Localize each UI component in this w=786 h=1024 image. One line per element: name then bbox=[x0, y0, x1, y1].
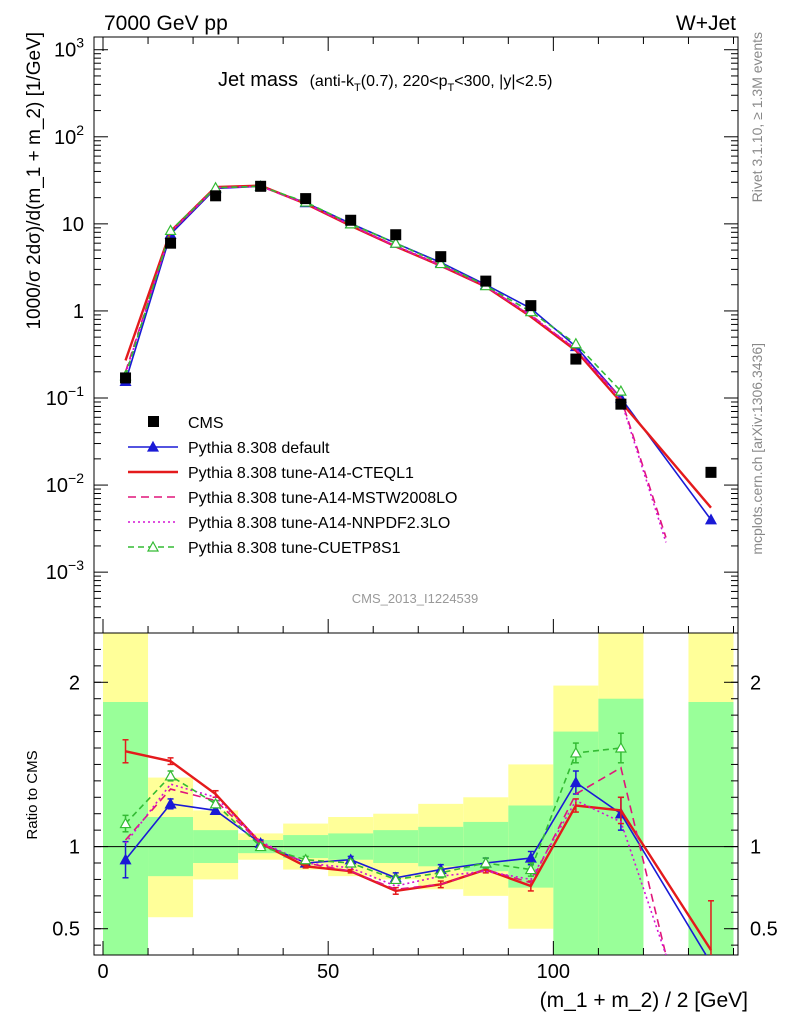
ratio-tick-label-right: 2 bbox=[750, 672, 761, 694]
ratio-tick-label-right: 0.5 bbox=[750, 919, 778, 941]
cms-data-point bbox=[300, 193, 312, 205]
main-series-layer bbox=[119, 180, 717, 543]
cms-data-point bbox=[165, 237, 177, 249]
legend-label-3: Pythia 8.308 tune-A14-NNPDF2.3LO bbox=[188, 515, 450, 532]
x-tick-label: 50 bbox=[317, 961, 339, 983]
ratio-tick-label-left: 2 bbox=[69, 672, 80, 694]
cms-data-point bbox=[210, 190, 222, 202]
x-tick-label: 0 bbox=[97, 961, 108, 983]
ratio-marker-series-4 bbox=[299, 853, 312, 865]
main-marker-series-4 bbox=[389, 236, 402, 248]
legend-label-cms: CMS bbox=[188, 415, 224, 432]
main-marker-series-4 bbox=[524, 305, 537, 317]
ratio-marker-series-0 bbox=[569, 776, 582, 788]
cms-data-point bbox=[705, 466, 717, 478]
ratio-marker-series-4 bbox=[434, 866, 447, 878]
band-green-10 bbox=[553, 731, 599, 955]
x-tick-label: 100 bbox=[537, 961, 570, 983]
cms-data-point bbox=[390, 229, 402, 241]
ratio-y-axis-ticks: 0.5 0.5 1 1 2 2 bbox=[52, 648, 778, 946]
ratio-marker-series-4 bbox=[569, 746, 582, 758]
cms-data-point bbox=[525, 300, 537, 312]
cms-data-point bbox=[480, 275, 492, 287]
main-tick-label: 10−2 bbox=[46, 470, 84, 497]
ratio-marker-series-4 bbox=[164, 769, 177, 781]
legend-marker-cms bbox=[148, 416, 159, 427]
legend: CMS Pythia 8.308 default Pythia 8.308 tune… bbox=[128, 415, 457, 557]
ratio-tick-label-right: 1 bbox=[750, 837, 761, 859]
main-tick-label: 102 bbox=[54, 122, 84, 149]
main-line-series-4 bbox=[124, 185, 622, 392]
legend-label-4: Pythia 8.308 tune-CUETP8S1 bbox=[188, 540, 401, 557]
main-marker-series-4 bbox=[569, 337, 582, 349]
cms-data-point bbox=[255, 180, 267, 192]
ratio-marker-series-4 bbox=[254, 840, 267, 852]
mcplots-label: mcplots.cern.ch [arXiv:1306.3436] bbox=[749, 343, 765, 555]
y-axis-title: 1000/σ 2dσ)/d(m_1 + m_2) [1/GeV] bbox=[24, 32, 45, 330]
analysis-id: CMS_2013_I1224539 bbox=[352, 591, 479, 606]
main-marker-series-4 bbox=[614, 384, 627, 396]
main-tick-label: 10−1 bbox=[46, 383, 84, 410]
cms-data-point bbox=[435, 251, 447, 263]
ratio-marker-series-4 bbox=[209, 797, 222, 809]
main-line-series-1 bbox=[124, 184, 712, 509]
ratio-marker-series-4 bbox=[524, 863, 537, 875]
main-y-axis-ticks: 10−3 10−2 10−1 1 10 102 103 bbox=[46, 35, 738, 634]
ratio-marker-series-0 bbox=[164, 797, 177, 809]
ratio-marker-series-0 bbox=[209, 804, 222, 816]
legend-marker-4 bbox=[146, 540, 160, 552]
ratio-line-series-3 bbox=[124, 783, 667, 955]
main-tick-label: 10 bbox=[62, 214, 84, 236]
main-marker-series-4 bbox=[164, 224, 177, 236]
main-tick-label: 103 bbox=[54, 35, 84, 62]
ratio-marker-series-4 bbox=[479, 856, 492, 868]
header-energy-label: 7000 GeV pp bbox=[104, 12, 228, 35]
ratio-marker-series-4 bbox=[389, 873, 402, 885]
legend-marker-0 bbox=[146, 440, 160, 452]
rivet-version-label: Rivet 3.1.10, ≥ 1.3M events bbox=[749, 32, 765, 202]
ratio-line-series-2 bbox=[124, 766, 667, 955]
legend-label-1: Pythia 8.308 tune-A14-CTEQL1 bbox=[188, 465, 414, 482]
header-process-label: W+Jet bbox=[676, 12, 736, 35]
ratio-marker-series-4 bbox=[119, 817, 132, 829]
ratio-marker-series-4 bbox=[344, 856, 357, 868]
legend-label-0: Pythia 8.308 default bbox=[188, 440, 330, 457]
plot-title: Jet mass (anti-kT(0.7), 220<pT<300, |y|<… bbox=[218, 69, 552, 94]
main-tick-label: 10−3 bbox=[46, 557, 84, 584]
x-axis-title: (m_1 + m_2) / 2 [GeV] bbox=[540, 989, 748, 1012]
ratio-series-layer bbox=[119, 732, 716, 967]
cms-data-point bbox=[570, 353, 582, 365]
ratio-tick-label-left: 0.5 bbox=[52, 919, 80, 941]
ratio-marker-series-0 bbox=[119, 853, 132, 865]
ratio-marker-series-0 bbox=[524, 851, 537, 863]
x-axis-ticks: 0 50 100 bbox=[97, 37, 734, 983]
main-marker-series-0 bbox=[704, 513, 717, 525]
main-tick-label: 1 bbox=[73, 301, 84, 323]
ratio-marker-series-4 bbox=[614, 741, 627, 753]
ratio-marker-series-0 bbox=[706, 958, 716, 967]
legend-label-2: Pythia 8.308 tune-A14-MSTW2008LO bbox=[188, 490, 457, 507]
cms-data-point bbox=[120, 372, 132, 384]
cms-data-point bbox=[615, 398, 627, 410]
ratio-plot-frame bbox=[93, 632, 739, 956]
main-marker-series-4 bbox=[434, 257, 447, 269]
cms-data-point bbox=[345, 214, 357, 226]
ratio-tick-label-left: 1 bbox=[69, 837, 80, 859]
ratio-uncertainty-bands bbox=[103, 633, 734, 955]
ratio-y-axis-title: Ratio to CMS bbox=[24, 750, 41, 839]
